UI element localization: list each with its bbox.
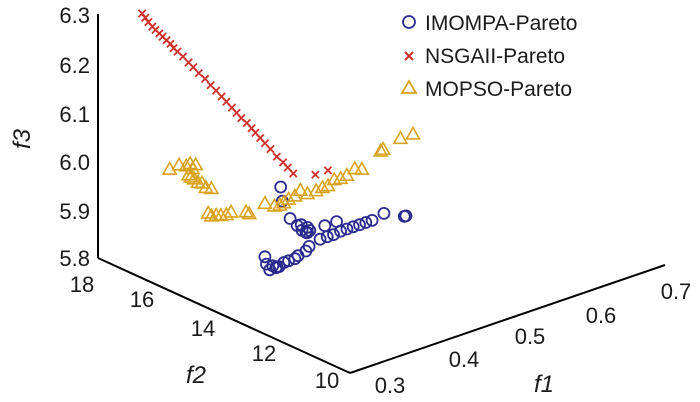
mopso-point: [212, 207, 229, 222]
imompa-point: [301, 220, 314, 234]
imompa-point: [365, 213, 379, 227]
legend: IMOMPA-Pareto NSGAII-Pareto MOPSO-Pareto: [400, 12, 577, 101]
legend-label: MOPSO-Pareto: [425, 78, 572, 101]
series-mopso-pareto: [161, 125, 421, 222]
mopso-point: [332, 170, 349, 185]
legend-item-nsgaii: NSGAII-Pareto: [404, 45, 565, 68]
imompa-point: [258, 250, 272, 264]
series-nsgaii-pareto: [137, 9, 333, 179]
imompa-point: [283, 212, 297, 225]
f2-tick-label: 14: [191, 316, 215, 341]
f2-tick-label: 12: [252, 341, 276, 366]
axis-lines: [97, 14, 666, 374]
f3-tick-label: 6.0: [59, 150, 90, 175]
f3-tick-label: 6.2: [59, 53, 90, 78]
legend-label: NSGAII-Pareto: [425, 45, 565, 68]
imompa-point: [346, 220, 360, 234]
mopso-point: [338, 167, 355, 182]
mopso-point: [353, 160, 370, 175]
imompa-point: [340, 222, 354, 236]
imompa-point: [353, 218, 366, 232]
f2-tick-label: 18: [70, 272, 94, 297]
legend-label: IMOMPA-Pareto: [425, 12, 577, 35]
imompa-point: [399, 209, 413, 223]
mopso-point: [238, 203, 254, 218]
imompa-point: [274, 180, 288, 194]
mopso-point: [314, 179, 331, 194]
f1-axis-label: f1: [534, 371, 554, 398]
mopso-point: [171, 156, 187, 171]
f2-axis-label: f2: [186, 362, 206, 389]
mopso-point: [405, 125, 421, 140]
mopso-point: [178, 157, 195, 172]
f3-axis-label: f3: [9, 128, 36, 149]
imompa-point: [301, 226, 314, 240]
mopso-point: [275, 194, 292, 209]
legend-item-imompa: IMOMPA-Pareto: [402, 12, 577, 35]
f3-tick-label: 6.3: [59, 3, 90, 28]
imompa-point: [318, 219, 332, 233]
f1-tick-label: 0.5: [515, 324, 546, 349]
imompa-point: [359, 216, 373, 229]
nsgaii-point: [323, 166, 333, 175]
mopso-point: [203, 180, 220, 195]
f3-tick-label: 5.8: [59, 246, 90, 271]
mopso-point: [266, 197, 283, 212]
f1-tick-label: 0.3: [375, 373, 406, 398]
imompa-point: [303, 224, 317, 237]
f3-tick-label: 6.1: [59, 102, 90, 127]
mopso-point: [218, 206, 235, 221]
imompa-point: [282, 254, 296, 268]
mopso-point: [280, 190, 297, 205]
mopso-point: [308, 182, 325, 197]
f1-tick-labels: 0.3 0.4 0.5 0.6 0.7: [375, 279, 692, 398]
series-imompa-pareto: [258, 180, 413, 277]
mopso-point: [241, 205, 258, 220]
f2-axis-line: [97, 257, 351, 374]
f2-tick-label: 10: [315, 368, 339, 393]
f2-tick-labels: 18 16 14 12 10: [70, 272, 339, 393]
mopso-point: [180, 166, 197, 181]
imompa-point: [320, 230, 334, 244]
mopso-point: [392, 130, 409, 145]
mopso-point: [200, 204, 217, 219]
f1-tick-label: 0.6: [586, 303, 617, 328]
nsgaii-point: [289, 169, 298, 178]
imompa-point: [327, 228, 340, 242]
nsgaii-point: [311, 170, 320, 179]
f1-axis-line: [349, 264, 666, 374]
mopso-point: [257, 195, 273, 210]
imompa-point: [270, 260, 284, 274]
imompa-point: [302, 239, 316, 253]
nsgaii-point: [266, 144, 275, 154]
imompa-point: [377, 206, 391, 220]
imompa-point: [288, 252, 302, 266]
mopso-point: [223, 203, 239, 218]
legend-circle-marker-icon: [402, 15, 416, 29]
legend-item-mopso: MOPSO-Pareto: [400, 78, 572, 101]
mopso-point: [187, 156, 204, 171]
imompa-point: [330, 215, 344, 229]
series-layer: [137, 9, 421, 277]
mopso-point: [372, 142, 389, 157]
f2-tick-label: 16: [130, 287, 154, 312]
legend-triangle-marker-icon: [400, 79, 418, 94]
mopso-point: [183, 168, 199, 183]
imompa-point: [313, 232, 327, 246]
f3-tick-label: 5.9: [59, 199, 90, 224]
mopso-point: [375, 140, 391, 155]
f1-tick-label: 0.4: [449, 347, 480, 372]
f1-tick-label: 0.7: [661, 279, 692, 304]
mopso-point: [292, 182, 309, 196]
f3-tick-labels: 5.8 5.9 6.0 6.1 6.2 6.3: [59, 3, 90, 271]
legend-x-marker-icon: [404, 51, 414, 61]
